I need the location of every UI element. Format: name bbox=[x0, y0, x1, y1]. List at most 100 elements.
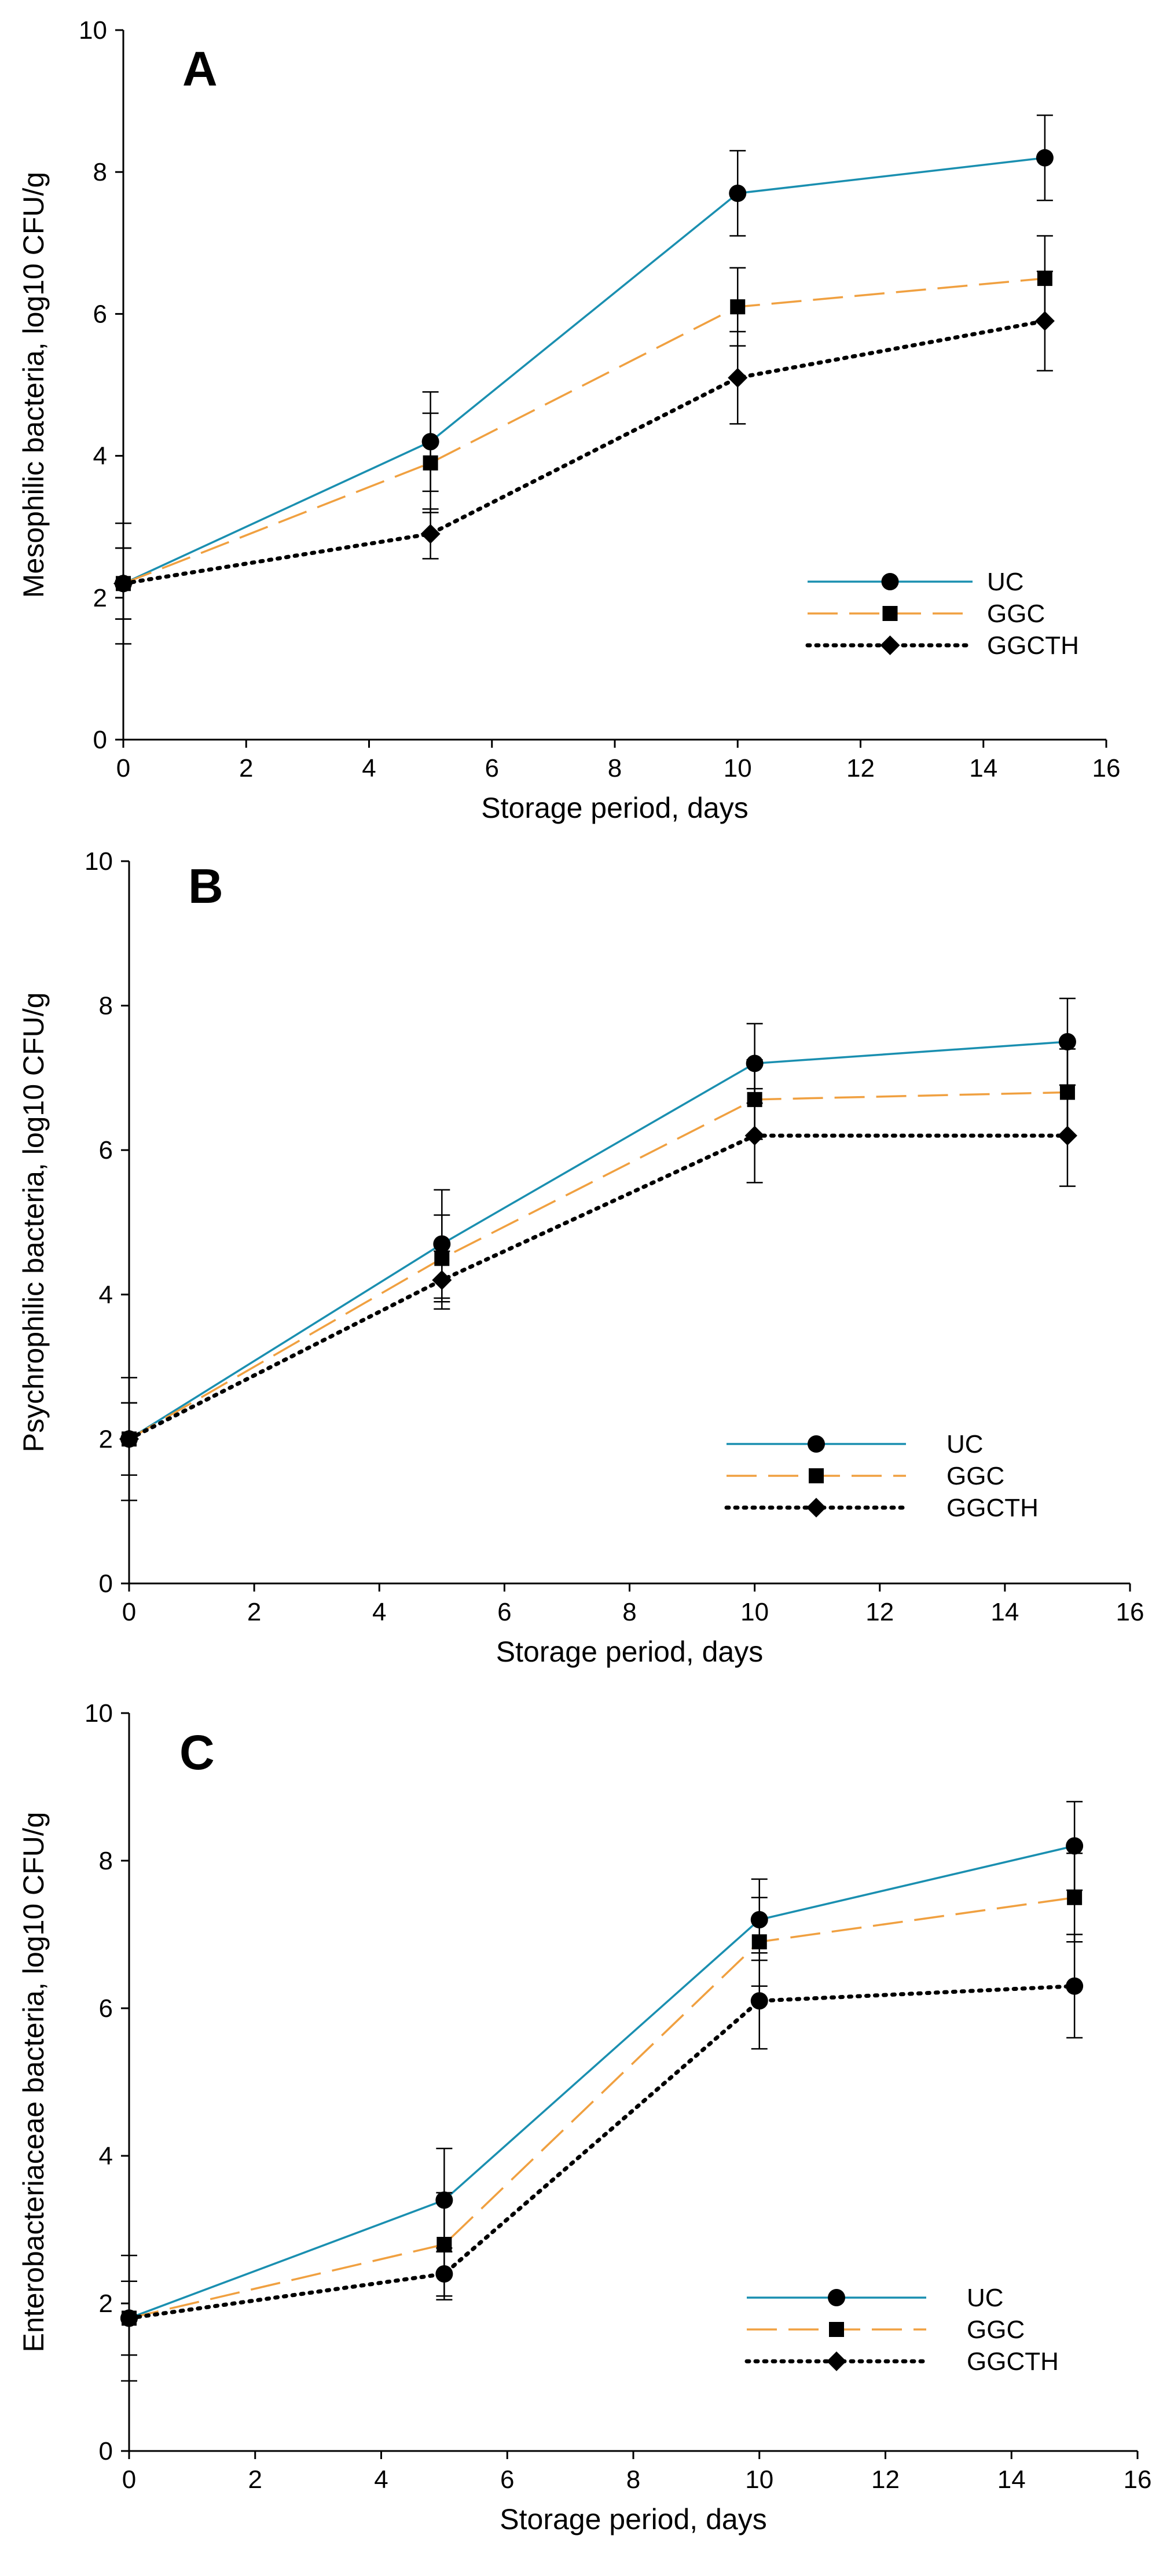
legend-ggcth-diamond-marker bbox=[806, 1498, 826, 1517]
x-tick-label: 2 bbox=[247, 1598, 261, 1626]
x-tick-label: 14 bbox=[969, 754, 997, 782]
series-uc bbox=[120, 997, 1076, 1501]
data-point-ggcth-diamond-marker bbox=[728, 368, 748, 388]
data-point-ggcth-diamond-marker bbox=[113, 574, 133, 594]
x-tick-label: 14 bbox=[997, 2465, 1026, 2494]
x-tick-label: 0 bbox=[122, 2465, 136, 2494]
x-tick-label: 0 bbox=[116, 754, 130, 782]
x-tick-label: 8 bbox=[622, 1598, 636, 1626]
legend-ggcth-diamond-marker bbox=[827, 2351, 846, 2371]
series-line-ggcth bbox=[121, 319, 1047, 586]
y-tick-label: 0 bbox=[93, 726, 107, 754]
panel-letter: B bbox=[188, 859, 223, 913]
panel-letter: C bbox=[179, 1725, 215, 1780]
y-tick-label: 10 bbox=[85, 847, 113, 876]
series-ggcth bbox=[119, 1084, 1077, 1476]
legend-label: UC bbox=[967, 2284, 1004, 2312]
data-point-ggc-square-marker bbox=[730, 299, 746, 315]
x-tick-label: 0 bbox=[122, 1598, 136, 1626]
data-point-ggc-square-marker bbox=[751, 1934, 767, 1950]
y-tick-label: 6 bbox=[99, 1136, 113, 1164]
series-ggc bbox=[121, 1048, 1076, 1476]
data-point-uc-circle-marker bbox=[1058, 1033, 1076, 1050]
x-tick-label: 12 bbox=[846, 754, 875, 782]
series-uc bbox=[115, 114, 1054, 645]
x-tick-label: 10 bbox=[724, 754, 752, 782]
legend-ggc-square-marker bbox=[882, 606, 898, 621]
data-point-ggcth-diamond-marker bbox=[119, 1429, 139, 1449]
legend-ggc-square-marker bbox=[829, 2322, 844, 2337]
panel-letter: A bbox=[182, 42, 218, 96]
y-axis-title: Psychrophilic bacteria, log10 CFU/g bbox=[17, 993, 50, 1453]
legend-label: GGC bbox=[987, 600, 1045, 628]
x-tick-label: 4 bbox=[362, 754, 376, 782]
data-point-ggcth-diamond-marker bbox=[420, 524, 441, 544]
x-tick-label: 8 bbox=[626, 2465, 640, 2494]
data-point-ggcth-circle-marker bbox=[435, 2265, 453, 2283]
series-line-ggc bbox=[123, 277, 1045, 585]
legend-ggc-square-marker bbox=[809, 1468, 824, 1483]
x-tick-label: 4 bbox=[372, 1598, 386, 1626]
y-tick-label: 0 bbox=[99, 2437, 113, 2465]
series-ggcth bbox=[120, 1934, 1084, 2356]
data-point-ggcth-diamond-marker bbox=[744, 1126, 765, 1146]
y-tick-label: 8 bbox=[99, 1847, 113, 1875]
x-tick-label: 6 bbox=[500, 2465, 514, 2494]
panel-b: 0 2 4 6 8 10 0 2 4 6 8 10 12 14 16 Storage period, days… bbox=[17, 847, 1144, 1668]
data-point-uc-circle-marker bbox=[1036, 149, 1054, 167]
x-tick-label: 6 bbox=[485, 754, 499, 782]
series-line-ggcth bbox=[127, 1984, 1077, 2320]
series-line-ggc bbox=[129, 1091, 1067, 1440]
legend: UC GGC GGCTH bbox=[805, 568, 1079, 660]
data-point-ggcth-circle-marker bbox=[120, 2309, 138, 2327]
y-tick-label: 8 bbox=[93, 158, 107, 186]
y-axis-title: Enterobacteriaceae bacteria, log10 CFU/g bbox=[17, 1812, 50, 2353]
legend-label: GGC bbox=[967, 2316, 1025, 2344]
x-axis-title: Storage period, days bbox=[496, 1636, 763, 1668]
data-point-ggcth-diamond-marker bbox=[1034, 311, 1055, 331]
y-tick-label: 6 bbox=[93, 300, 107, 328]
y-tick-label: 6 bbox=[99, 1994, 113, 2023]
series-line-ggc bbox=[129, 1897, 1075, 2320]
x-tick-label: 2 bbox=[239, 754, 253, 782]
data-point-uc-circle-marker bbox=[1066, 1837, 1084, 1855]
y-tick-label: 2 bbox=[99, 2290, 113, 2318]
x-tick-label: 8 bbox=[608, 754, 622, 782]
data-point-ggcth-diamond-marker bbox=[1057, 1126, 1077, 1146]
legend-uc-circle-marker bbox=[828, 2289, 845, 2306]
x-tick-label: 6 bbox=[497, 1598, 511, 1626]
y-tick-label: 8 bbox=[99, 992, 113, 1020]
x-tick-label: 10 bbox=[745, 2465, 773, 2494]
series-ggc bbox=[121, 1853, 1083, 2356]
series-line-uc bbox=[123, 156, 1045, 585]
legend-label: GGC bbox=[946, 1462, 1004, 1490]
series-line-uc bbox=[129, 1041, 1068, 1440]
y-tick-label: 10 bbox=[79, 16, 107, 45]
data-point-uc-circle-marker bbox=[729, 184, 747, 202]
legend-label: GGCTH bbox=[987, 631, 1079, 660]
data-point-ggc-square-marker bbox=[1067, 1890, 1083, 1905]
y-tick-label: 0 bbox=[99, 1570, 113, 1598]
y-tick-label: 10 bbox=[85, 1699, 113, 1728]
x-tick-label: 16 bbox=[1116, 1598, 1144, 1626]
x-tick-label: 10 bbox=[740, 1598, 769, 1626]
legend-ggcth-diamond-marker bbox=[880, 635, 900, 655]
series-uc bbox=[120, 1800, 1084, 2382]
x-tick-label: 16 bbox=[1092, 754, 1121, 782]
legend-label: GGCTH bbox=[946, 1494, 1039, 1522]
legend-uc-circle-marker bbox=[881, 573, 899, 590]
series-ggcth bbox=[113, 270, 1055, 620]
data-point-ggcth-diamond-marker bbox=[432, 1270, 452, 1290]
y-tick-label: 2 bbox=[99, 1425, 113, 1453]
x-axis-title: Storage period, days bbox=[500, 2503, 766, 2535]
legend-label: GGCTH bbox=[967, 2347, 1059, 2376]
data-point-ggcth-circle-marker bbox=[750, 1992, 768, 2010]
series-line-uc bbox=[129, 1844, 1075, 2320]
data-point-ggcth-circle-marker bbox=[1066, 1977, 1084, 1995]
x-tick-label: 12 bbox=[865, 1598, 894, 1626]
panel-c: 0 2 4 6 8 10 0 2 4 6 8 10 12 14 16 Storage period, days… bbox=[17, 1699, 1151, 2535]
x-tick-label: 16 bbox=[1124, 2465, 1152, 2494]
y-tick-label: 4 bbox=[99, 1281, 113, 1309]
y-tick-label: 4 bbox=[99, 2142, 113, 2170]
